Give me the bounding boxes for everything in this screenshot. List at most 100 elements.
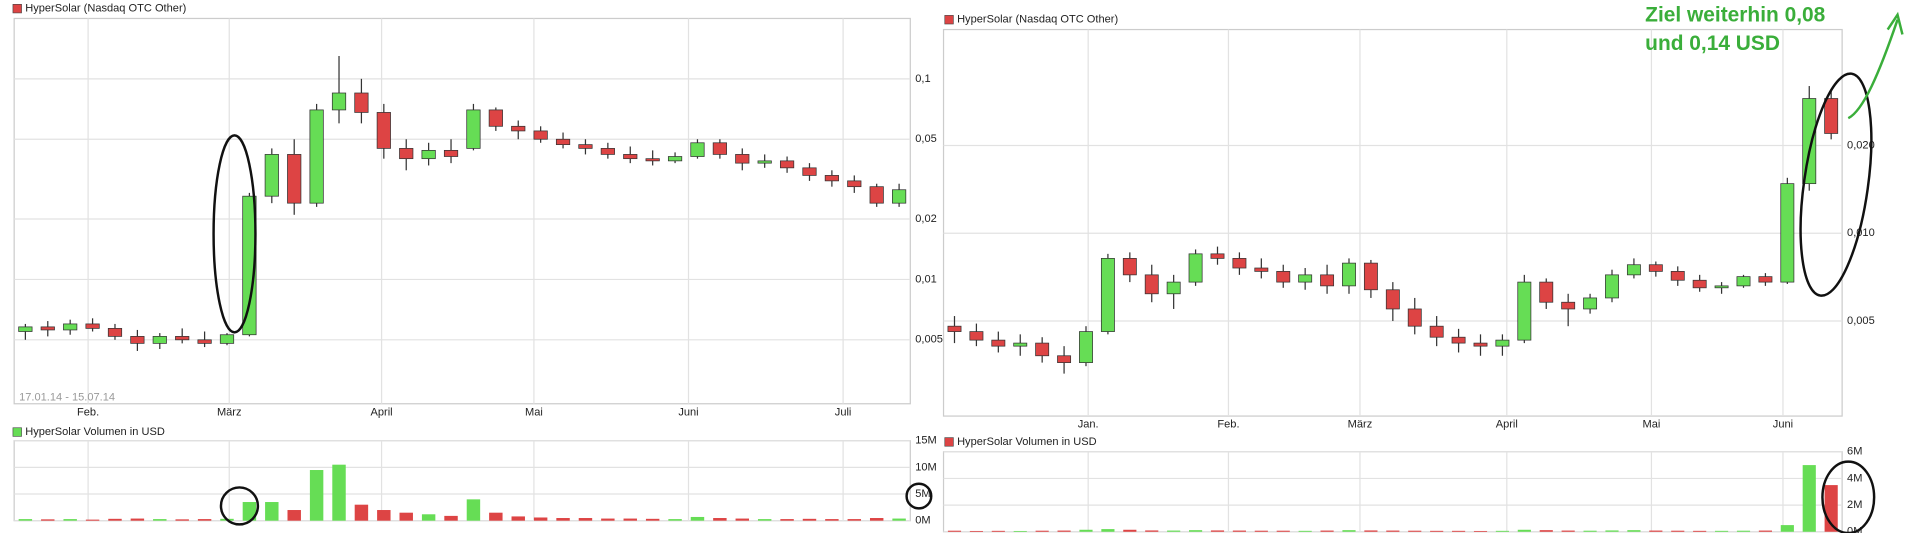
candle-body (40, 326, 55, 331)
volume-bar (1539, 530, 1553, 532)
candle-body (1648, 264, 1663, 272)
volume-bar (1210, 530, 1225, 532)
volume-bar (41, 519, 55, 521)
candle-body (511, 125, 526, 132)
volume-bar (1079, 529, 1093, 532)
legend-marker (944, 437, 954, 447)
candle-body (242, 195, 257, 336)
volume-bar (645, 518, 660, 521)
volume-bar (153, 519, 167, 521)
volume-bar (18, 519, 33, 521)
volume-bar (713, 518, 727, 521)
candle-body (645, 158, 660, 162)
volume-bar (578, 518, 593, 521)
y-tick-label: 15M (915, 435, 937, 447)
candle-body (1605, 274, 1619, 299)
candle-body (735, 154, 750, 164)
y-tick-label: 0M (915, 515, 930, 527)
candle-body (1122, 258, 1137, 276)
candle-body (600, 148, 615, 155)
y-tick-label: 0,01 (915, 273, 937, 285)
volume-bar (533, 517, 548, 521)
volume-bar (1101, 529, 1115, 532)
plot-frame (942, 451, 1843, 533)
candle-body (991, 339, 1006, 347)
candle-body (1495, 339, 1510, 347)
volume-bar (1254, 530, 1268, 532)
volume-bar (556, 518, 570, 521)
candle-body (1057, 355, 1072, 363)
annotation: Ziel weiterhin 0,08 (1645, 4, 1825, 27)
candle-body (555, 138, 571, 145)
candle-body (712, 142, 727, 155)
candle-body (1363, 262, 1378, 291)
candle-body (578, 144, 593, 149)
candle-body (130, 336, 145, 344)
volume-bar (668, 519, 682, 521)
volume-bar (1627, 530, 1641, 532)
candle-body (1144, 274, 1159, 295)
volume-bar (1693, 530, 1707, 532)
volume-bar (354, 504, 369, 521)
volume-bar (1671, 530, 1685, 532)
volume-bar (1145, 530, 1159, 532)
candle-body (85, 323, 100, 329)
candle-body (1342, 262, 1356, 287)
x-tick-label: April (371, 406, 393, 418)
candle-body (18, 326, 33, 332)
candle-body (488, 109, 503, 127)
candle-body (1013, 342, 1028, 347)
candle-body (1626, 264, 1641, 276)
candle-body (309, 109, 324, 204)
x-tick-label: März (217, 406, 242, 418)
volume-bar (1013, 530, 1027, 532)
volume-bar (757, 519, 772, 521)
volume-bar (1430, 530, 1444, 532)
candle-body (466, 109, 481, 149)
volume-bar (377, 510, 391, 521)
volume-bar (947, 530, 962, 532)
chart-title: HyperSolar (Nasdaq OTC Other) (25, 3, 186, 15)
x-tick-label: März (1348, 419, 1373, 431)
legend-marker (944, 15, 954, 25)
volume-bar (399, 512, 413, 521)
candle-body (1758, 276, 1773, 283)
candle-body (175, 336, 190, 341)
volume-bar (802, 518, 817, 521)
volume-bar (1605, 530, 1619, 532)
candle-body (869, 186, 884, 204)
annotation: und 0,14 USD (1645, 32, 1780, 55)
candle-body (376, 112, 391, 149)
candle-body (1561, 301, 1576, 310)
y-tick-label: 4M (1847, 472, 1862, 484)
candle-body (1824, 98, 1839, 134)
candle-body (533, 130, 548, 140)
volume-bar (1758, 530, 1772, 532)
x-tick-label: Mai (525, 406, 543, 418)
candle-body (1429, 325, 1444, 338)
volume-bar (1473, 530, 1488, 532)
volume-bar (1802, 465, 1816, 532)
y-tick-label: 0,02 (915, 213, 937, 225)
candle-body (1473, 342, 1488, 347)
volume-bar (1276, 530, 1290, 532)
volume-bar (197, 519, 212, 521)
volume-bar (1057, 530, 1071, 532)
candle-body (197, 339, 212, 344)
y-tick-label: 0,020 (1847, 139, 1875, 151)
volume-bar (1123, 529, 1137, 532)
candle-body (1210, 253, 1225, 259)
volume-bar (309, 470, 324, 521)
plot-frame (13, 17, 911, 405)
candle-body (1714, 285, 1729, 289)
y-tick-label: 5M (915, 488, 930, 500)
volume-bar (63, 519, 77, 521)
volume-bar (1495, 530, 1509, 532)
volume-bar (735, 518, 749, 521)
x-tick-label: Feb. (77, 406, 99, 418)
candle-body (1385, 289, 1400, 310)
volume-bar (1583, 530, 1597, 532)
candle-body (1298, 274, 1313, 283)
candle-body (63, 323, 78, 331)
volume-bar (1736, 530, 1751, 532)
